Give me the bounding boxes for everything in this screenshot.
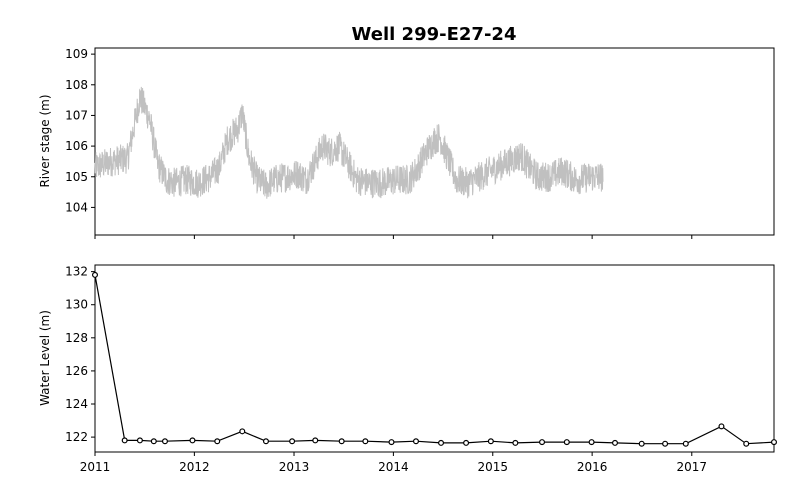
river-stage-series — [94, 86, 604, 199]
water-level-data-point — [718, 423, 725, 430]
river-stage-y-tick-label: 104 — [65, 200, 88, 214]
chart-title: Well 299-E27-24 — [352, 24, 517, 45]
water-level-data-point — [539, 439, 546, 446]
water-level-y-tick-label: 124 — [65, 397, 88, 411]
water-level-data-point — [161, 438, 168, 445]
water-level-data-point — [487, 438, 494, 445]
water-level-data-point — [338, 438, 345, 445]
water-level-y-tick-label: 126 — [65, 364, 88, 378]
water-level-data-point — [189, 437, 196, 444]
water-level-data-point — [150, 438, 157, 445]
water-level-data-point — [638, 440, 645, 447]
water-level-data-point — [588, 439, 595, 446]
water-level-data-point — [612, 439, 619, 446]
water-level-data-point — [388, 439, 395, 446]
water-level-data-point — [136, 437, 143, 444]
water-level-y-tick-label: 132 — [65, 265, 88, 279]
river-stage-y-axis: 104 105 106 107 108 109 — [65, 47, 95, 214]
water-level-x-axis: 2011 2012 2013 2014 2015 2016 2017 — [80, 452, 707, 474]
water-level-data-point — [563, 439, 570, 446]
water-level-data-point — [362, 438, 369, 445]
river-stage-y-tick-label: 105 — [65, 170, 88, 184]
river-stage-panel: 104 105 106 107 108 109 River stage (m) — [38, 47, 775, 239]
water-level-data-point — [214, 438, 221, 445]
water-level-x-tick-label: 2012 — [179, 460, 210, 474]
water-level-x-tick-label: 2017 — [677, 460, 708, 474]
river-stage-y-tick-label: 107 — [65, 108, 88, 122]
water-level-x-tick-label: 2016 — [577, 460, 608, 474]
water-level-data-point — [770, 439, 777, 446]
water-level-data-point — [743, 440, 750, 447]
water-level-data-point — [512, 439, 519, 446]
water-level-y-tick-label: 122 — [65, 430, 88, 444]
river-stage-y-tick-label: 106 — [65, 139, 88, 153]
water-level-x-tick-label: 2013 — [279, 460, 310, 474]
water-level-series — [91, 271, 777, 447]
water-level-data-point — [682, 440, 689, 447]
river-stage-series-line — [94, 86, 604, 199]
water-level-data-point — [91, 271, 98, 278]
water-level-data-point — [438, 439, 445, 446]
water-level-y-tick-label: 130 — [65, 298, 88, 312]
water-level-x-tick-label: 2015 — [477, 460, 508, 474]
water-level-plot-frame — [94, 264, 775, 453]
water-level-data-point — [239, 428, 246, 435]
water-level-y-tick-label: 128 — [65, 331, 88, 345]
water-level-data-point — [289, 438, 296, 445]
river-stage-y-tick-label: 109 — [65, 47, 88, 61]
water-level-x-tick-label: 2014 — [378, 460, 409, 474]
water-level-data-point — [662, 440, 669, 447]
river-stage-y-tick-label: 108 — [65, 78, 88, 92]
water-level-data-point — [312, 437, 319, 444]
water-level-y-axis: 122 124 126 128 130 132 — [65, 265, 95, 444]
water-level-data-point — [463, 439, 470, 446]
water-level-y-label: Water Level (m) — [38, 310, 52, 406]
river-stage-x-axis — [94, 235, 693, 239]
water-level-data-point — [121, 437, 128, 444]
river-stage-y-label: River stage (m) — [38, 94, 52, 187]
water-level-x-tick-label: 2011 — [80, 460, 111, 474]
water-level-data-point — [412, 438, 419, 445]
water-level-data-point — [262, 438, 269, 445]
